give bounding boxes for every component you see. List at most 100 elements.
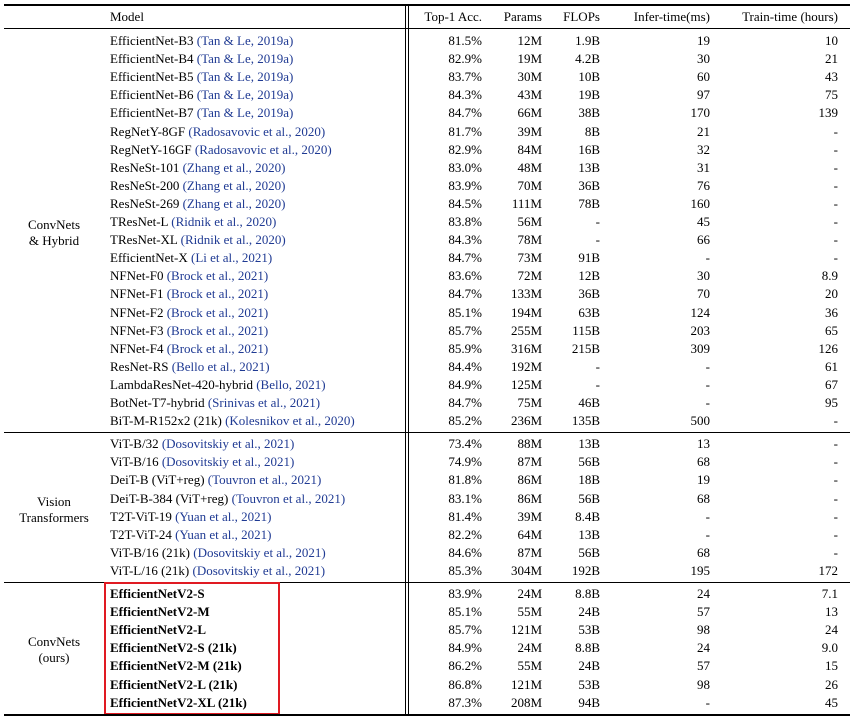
model-cell: EfficientNetV2-XL (21k) xyxy=(110,694,247,712)
top1-acc-cell: 85.2% xyxy=(448,413,482,428)
citation-link[interactable]: (Brock et al., 2021) xyxy=(166,286,269,301)
citation-link[interactable]: (Tan & Le, 2019a) xyxy=(196,69,294,84)
params-cell: 24M xyxy=(517,640,542,655)
infer-time-cell: 68 xyxy=(697,545,710,560)
citation-link[interactable]: (Kolesnikov et al., 2020) xyxy=(225,413,355,428)
table-row: NFNet-F1 (Brock et al., 2021) 84.7% 133M 36… xyxy=(0,285,856,303)
top1-acc-cell: 81.7% xyxy=(448,124,482,139)
model-name: ResNet-RS xyxy=(110,359,169,374)
train-time-cell: - xyxy=(833,250,838,265)
top1-acc-cell: 82.9% xyxy=(448,51,482,66)
table-rule xyxy=(4,28,850,29)
train-time-cell: 75 xyxy=(825,87,838,102)
params-cell: 39M xyxy=(517,124,542,139)
model-name: EfficientNet-X xyxy=(110,250,188,265)
citation-link[interactable]: (Dosovitskiy et al., 2021) xyxy=(192,563,326,578)
train-time-cell: - xyxy=(833,436,838,451)
table-rule xyxy=(4,4,850,6)
table-rule xyxy=(4,714,850,716)
group-label-line: (ours) xyxy=(38,650,70,665)
model-cell: RegNetY-8GF (Radosavovic et al., 2020) xyxy=(110,123,325,141)
citation-link[interactable]: (Ridnik et al., 2020) xyxy=(171,214,277,229)
citation-link[interactable]: (Yuan et al., 2021) xyxy=(175,527,272,542)
citation-link[interactable]: (Brock et al., 2021) xyxy=(166,305,269,320)
group-label: Vision Transformers xyxy=(4,494,104,526)
model-name: EfficientNetV2-M (21k) xyxy=(110,658,242,673)
citation-link[interactable]: (Tan & Le, 2019a) xyxy=(196,33,294,48)
params-cell: 87M xyxy=(517,454,542,469)
model-name: TResNet-XL xyxy=(110,232,178,247)
params-cell: 66M xyxy=(517,105,542,120)
flops-cell: 56B xyxy=(578,491,600,506)
citation-link[interactable]: (Radosavovic et al., 2020) xyxy=(194,142,332,157)
params-cell: 12M xyxy=(517,33,542,48)
citation-link[interactable]: (Brock et al., 2021) xyxy=(166,323,269,338)
train-time-cell: 8.9 xyxy=(821,268,838,283)
infer-time-cell: 68 xyxy=(697,454,710,469)
citation-link[interactable]: (Dosovitskiy et al., 2021) xyxy=(161,454,295,469)
params-cell: 87M xyxy=(517,545,542,560)
citation-link[interactable]: (Srinivas et al., 2021) xyxy=(207,395,321,410)
train-time-cell: 20 xyxy=(825,286,838,301)
top1-acc-cell: 84.7% xyxy=(448,105,482,120)
table-row: EfficientNetV2-M (21k) 86.2% 55M 24B 57 15 xyxy=(0,657,856,675)
citation-link[interactable]: (Bello et al., 2021) xyxy=(171,359,270,374)
params-cell: 84M xyxy=(517,142,542,157)
params-cell: 30M xyxy=(517,69,542,84)
citation-link[interactable]: (Tan & Le, 2019a) xyxy=(196,87,294,102)
flops-cell: 8.8B xyxy=(575,586,600,601)
model-name: NFNet-F0 xyxy=(110,268,164,283)
citation-link[interactable]: (Dosovitskiy et al., 2021) xyxy=(161,436,295,451)
citation-link[interactable]: (Touvron et al., 2021) xyxy=(207,472,322,487)
model-name: ViT-B/16 (21k) xyxy=(110,545,190,560)
citation-link[interactable]: (Touvron et al., 2021) xyxy=(231,491,346,506)
train-time-cell: - xyxy=(833,178,838,193)
table-row: EfficientNetV2-M 85.1% 55M 24B 57 13 xyxy=(0,603,856,621)
citation-link[interactable]: (Radosavovic et al., 2020) xyxy=(188,124,326,139)
table-row: EfficientNet-B5 (Tan & Le, 2019a) 83.7% 30… xyxy=(0,68,856,86)
citation-link[interactable]: (Zhang et al., 2020) xyxy=(182,196,286,211)
citation-link[interactable]: (Ridnik et al., 2020) xyxy=(180,232,286,247)
citation-link[interactable]: (Tan & Le, 2019a) xyxy=(196,51,294,66)
top1-acc-cell: 82.2% xyxy=(448,527,482,542)
model-cell: NFNet-F1 (Brock et al., 2021) xyxy=(110,285,268,303)
model-name: EfficientNetV2-XL (21k) xyxy=(110,695,247,710)
model-cell: EfficientNet-B7 (Tan & Le, 2019a) xyxy=(110,104,293,122)
model-name: EfficientNetV2-S (21k) xyxy=(110,640,237,655)
train-time-cell: 95 xyxy=(825,395,838,410)
citation-link[interactable]: (Yuan et al., 2021) xyxy=(175,509,272,524)
header-infer-time: Infer-time(ms) xyxy=(633,9,710,24)
citation-link[interactable]: (Li et al., 2021) xyxy=(190,250,273,265)
params-cell: 208M xyxy=(510,695,542,710)
flops-cell: 36B xyxy=(578,178,600,193)
citation-link[interactable]: (Zhang et al., 2020) xyxy=(182,160,286,175)
citation-link[interactable]: (Dosovitskiy et al., 2021) xyxy=(193,545,326,560)
citation-link[interactable]: (Brock et al., 2021) xyxy=(166,341,269,356)
flops-cell: 16B xyxy=(578,142,600,157)
citation-link[interactable]: (Bello, 2021) xyxy=(256,377,326,392)
flops-cell: 19B xyxy=(578,87,600,102)
infer-time-cell: 31 xyxy=(697,160,710,175)
params-cell: 133M xyxy=(510,286,542,301)
top1-acc-cell: 84.3% xyxy=(448,232,482,247)
model-name: NFNet-F2 xyxy=(110,305,164,320)
top1-acc-cell: 83.8% xyxy=(448,214,482,229)
flops-cell: 24B xyxy=(578,604,600,619)
table-row: DeiT-B (ViT+reg) (Touvron et al., 2021) 8… xyxy=(0,471,856,489)
citation-link[interactable]: (Brock et al., 2021) xyxy=(166,268,269,283)
model-cell: NFNet-F0 (Brock et al., 2021) xyxy=(110,267,268,285)
infer-time-cell: 32 xyxy=(697,142,710,157)
top1-acc-cell: 83.9% xyxy=(448,178,482,193)
model-name: ResNeSt-269 xyxy=(110,196,180,211)
flops-cell: 8.4B xyxy=(575,509,600,524)
train-time-cell: 61 xyxy=(825,359,838,374)
model-cell: EfficientNet-B6 (Tan & Le, 2019a) xyxy=(110,86,293,104)
citation-link[interactable]: (Zhang et al., 2020) xyxy=(182,178,286,193)
model-cell: EfficientNet-B4 (Tan & Le, 2019a) xyxy=(110,50,293,68)
infer-time-cell: 60 xyxy=(697,69,710,84)
model-cell: TResNet-L (Ridnik et al., 2020) xyxy=(110,213,276,231)
top1-acc-cell: 84.4% xyxy=(448,359,482,374)
params-cell: 70M xyxy=(517,178,542,193)
citation-link[interactable]: (Tan & Le, 2019a) xyxy=(196,105,294,120)
top1-acc-cell: 83.7% xyxy=(448,69,482,84)
